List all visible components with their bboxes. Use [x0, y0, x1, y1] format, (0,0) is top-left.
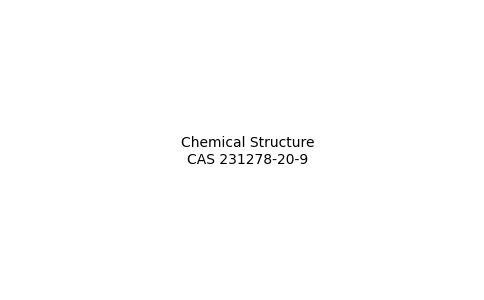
- Text: Chemical Structure
CAS 231278-20-9: Chemical Structure CAS 231278-20-9: [182, 136, 315, 166]
